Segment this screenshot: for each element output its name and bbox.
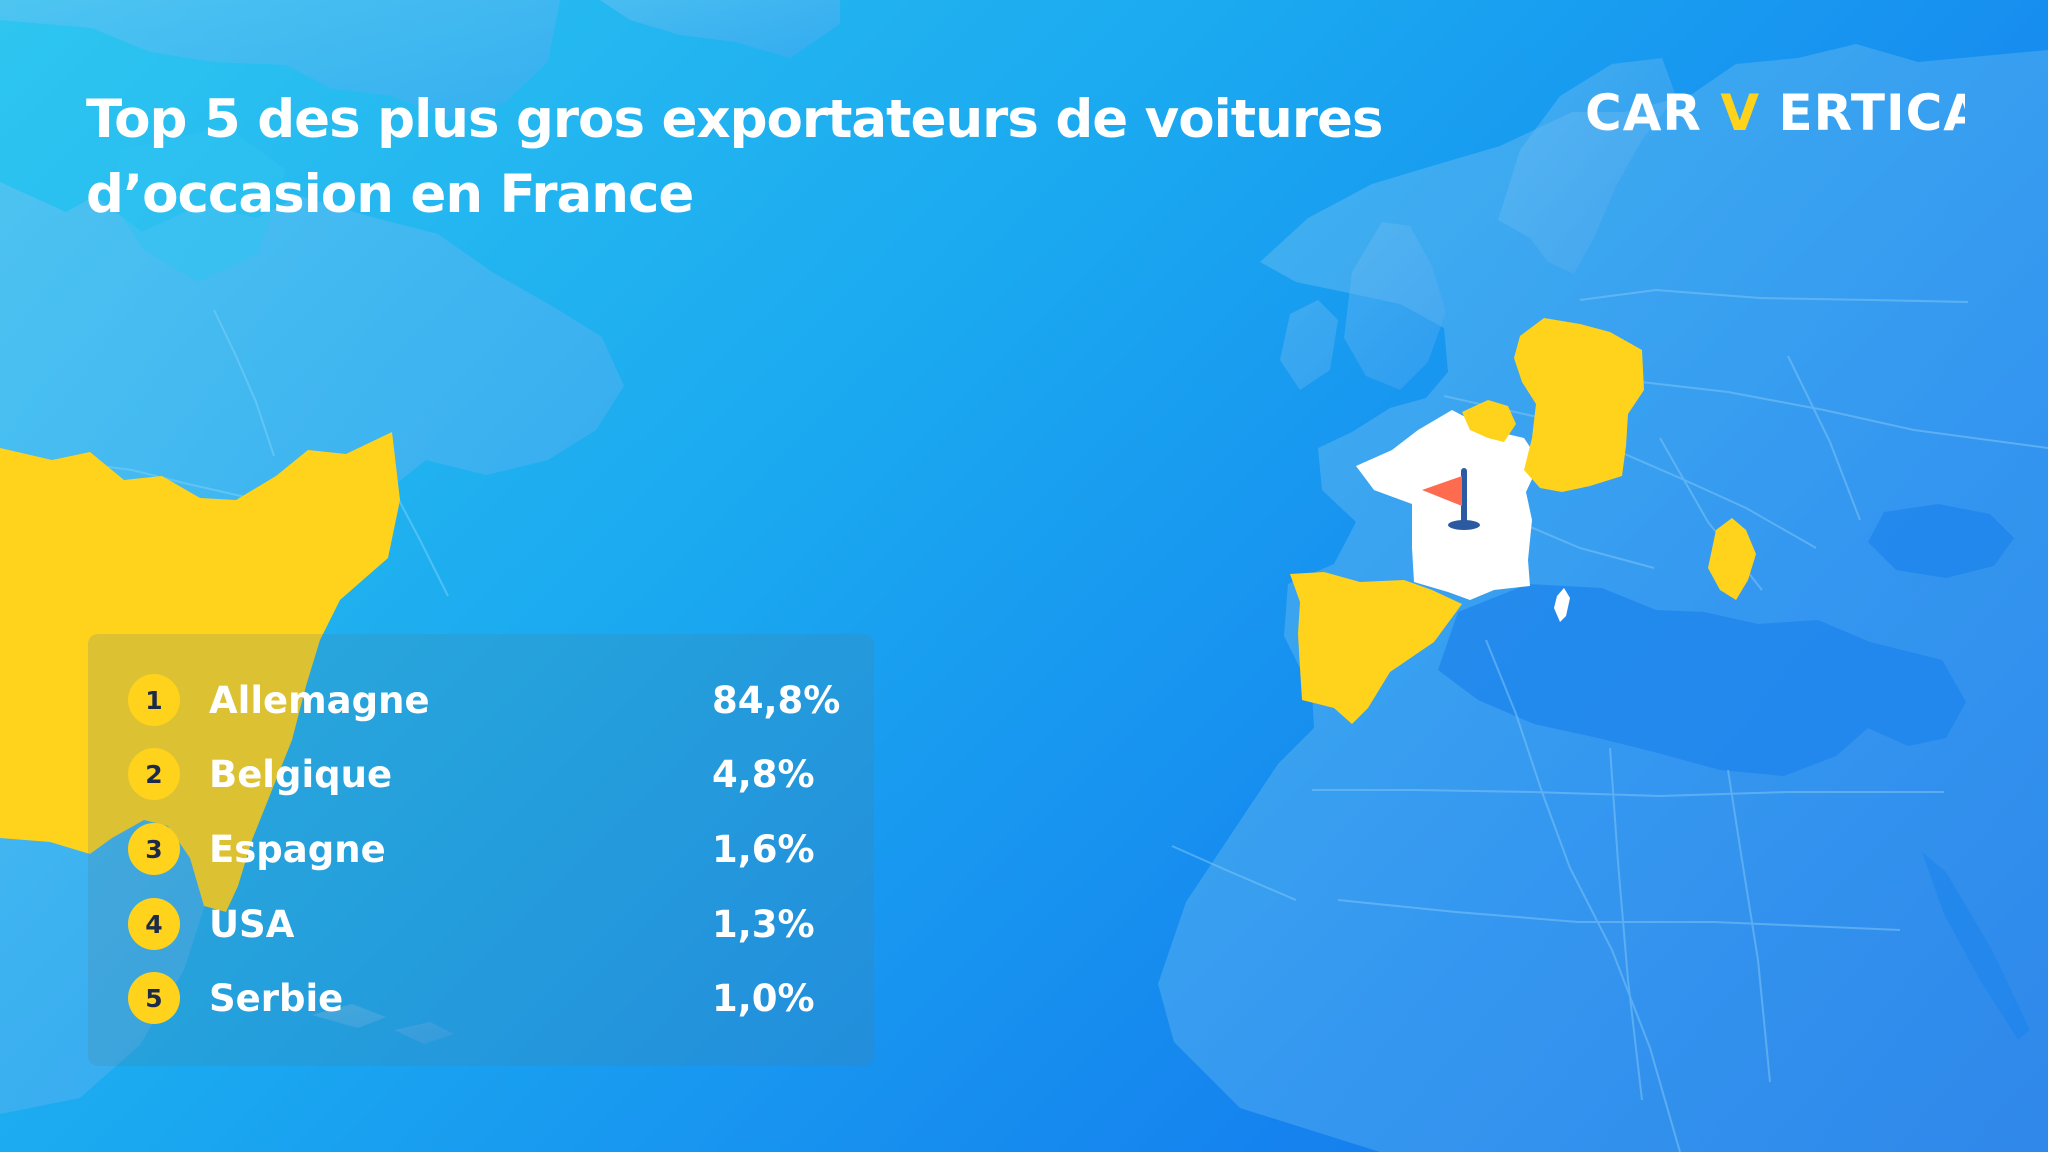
rank-value-5: 1,0% [712,976,815,1020]
rank-badge-1: 1 [128,674,180,726]
title-line-2: d’occasion en France [86,164,694,225]
serbia-highlight [1708,518,1756,600]
north-america-land [0,182,624,1114]
british-isles-land [1280,222,1446,390]
black-sea [1868,504,2014,578]
ranking-panel [88,634,874,1066]
rank-country-1: Allemagne [209,678,430,722]
germany-highlight [1514,318,1644,492]
rank-badge-2: 2 [128,748,180,800]
belgium-highlight [1462,400,1516,442]
rank-badge-4: 4 [128,898,180,950]
greenland-land [600,0,840,58]
rank-country-4: USA [209,902,295,946]
brand-logo: CAR V ERTICAL [1585,84,1965,142]
title-line-1: Top 5 des plus gros exportateurs de voit… [86,89,1383,150]
brand-suffix: ERTICAL [1778,84,1965,142]
canadian-arctic-islands [0,0,560,118]
france-destination [1356,410,1540,600]
rank-row-4: 4 USA 1,3% [128,896,848,952]
caribbean-islands [312,1004,454,1044]
rank-row-1: 1 Allemagne 84,8% [128,672,848,728]
rank-value-1: 84,8% [712,678,841,722]
rank-country-3: Espagne [209,827,386,871]
country-borders [1171,288,2048,1152]
scandinavia-land [1498,58,1676,274]
rank-country-5: Serbie [209,976,344,1020]
rank-badge-5: 5 [128,972,180,1024]
red-sea [1922,852,2030,1040]
rank-badge-3: 3 [128,823,180,875]
flag-pin-icon [1422,468,1480,530]
hudson-bay-water [112,126,286,282]
corsica-island [1554,588,1570,622]
rank-value-4: 1,3% [712,902,815,946]
brand-accent: V [1720,84,1760,142]
svg-text:CAR V ERTICAL: CAR V ERTICAL [1585,84,1965,142]
usa-highlight [0,432,400,912]
rank-value-2: 4,8% [712,752,815,796]
rank-value-3: 1,6% [712,827,815,871]
mediterranean-sea [1438,584,1966,776]
rank-row-3: 3 Espagne 1,6% [128,821,848,877]
iberia-highlight [1290,572,1462,724]
page-title: Top 5 des plus gros exportateurs de voit… [86,82,1383,232]
rank-row-5: 5 Serbie 1,0% [128,970,848,1026]
rank-country-2: Belgique [209,752,393,796]
rank-row-2: 2 Belgique 4,8% [128,746,848,802]
brand-prefix: CAR [1585,84,1702,142]
